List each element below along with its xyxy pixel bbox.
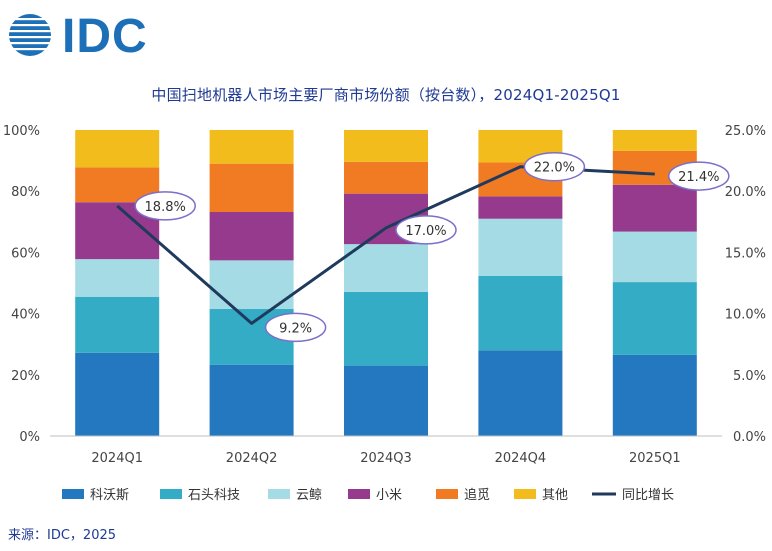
y-right-tick-label: 15.0% xyxy=(725,246,766,261)
growth-label-bubble xyxy=(264,312,327,343)
x-tick-label: 2024Q3 xyxy=(360,451,412,466)
y-left-tick-label: 60% xyxy=(11,246,40,261)
bar-segment xyxy=(209,364,294,436)
bar-segment xyxy=(344,291,428,366)
globe-mark xyxy=(6,14,56,56)
legend-swatch xyxy=(436,489,458,499)
y-left-tick-label: 100% xyxy=(3,124,40,139)
growth-data-label: 18.8% xyxy=(145,200,186,215)
bar-segment xyxy=(344,244,428,292)
growth-data-label: 17.0% xyxy=(405,224,446,239)
legend-swatch xyxy=(62,489,84,499)
source-note: 来源：IDC，2025 xyxy=(8,528,117,543)
legend-swatch xyxy=(160,489,182,499)
legend-label: 云鲸 xyxy=(296,488,322,503)
bar-segment xyxy=(209,130,294,164)
bar-segment xyxy=(478,218,563,276)
legend-label: 小米 xyxy=(376,488,402,503)
bar-segment xyxy=(344,161,428,194)
bar-segment xyxy=(344,130,428,162)
bar-segment xyxy=(75,296,160,353)
y-right-tick-label: 25.0% xyxy=(725,124,766,139)
y-left-tick-label: 20% xyxy=(11,369,40,384)
y-right-tick-label: 20.0% xyxy=(725,185,766,200)
bar-segment xyxy=(478,275,563,351)
legend-label: 石头科技 xyxy=(188,488,240,503)
growth-label-bubble xyxy=(134,191,196,221)
legend-label: 其他 xyxy=(542,488,568,503)
growth-label-bubble xyxy=(668,161,730,191)
y-left-tick-label: 40% xyxy=(11,308,40,323)
y-left-tick-label: 0% xyxy=(19,430,40,445)
bar-segment xyxy=(478,350,563,436)
bar-segment xyxy=(478,196,563,219)
bar-segment xyxy=(612,231,697,283)
legend-swatch xyxy=(514,489,536,499)
bar-segment xyxy=(612,184,697,232)
growth-label-bubble xyxy=(395,215,457,245)
bar-segment xyxy=(209,212,294,261)
bar-segment xyxy=(612,354,697,436)
y-right-tick-label: 0.0% xyxy=(733,430,766,445)
bar-segment xyxy=(75,259,160,297)
idc-logo: IDC xyxy=(6,4,166,66)
bar-segment xyxy=(75,130,160,168)
x-tick-label: 2024Q2 xyxy=(226,451,278,466)
bar-segment xyxy=(344,365,428,436)
x-tick-label: 2024Q1 xyxy=(91,451,143,466)
growth-data-label: 9.2% xyxy=(279,321,312,336)
y-right-tick-label: 10.0% xyxy=(725,308,766,323)
growth-data-label: 22.0% xyxy=(534,161,575,176)
growth-data-label: 21.4% xyxy=(678,170,719,185)
legend-swatch xyxy=(348,489,370,499)
legend-label: 同比增长 xyxy=(622,488,674,503)
legend-swatch xyxy=(268,489,290,499)
x-tick-label: 2025Q1 xyxy=(629,451,681,466)
chart-title: 中国扫地机器人市场主要厂商市场份额（按台数），2024Q1-2025Q1 xyxy=(151,86,621,104)
bar-segment xyxy=(75,352,160,436)
bar-segment xyxy=(612,282,697,355)
bar-segment xyxy=(209,163,294,213)
y-left-tick-label: 80% xyxy=(11,185,40,200)
x-tick-label: 2024Q4 xyxy=(495,451,547,466)
idc-logo-text: IDC xyxy=(62,10,148,63)
bar-segment xyxy=(612,130,697,151)
legend-label: 追觅 xyxy=(464,487,490,503)
legend-label: 科沃斯 xyxy=(90,488,129,503)
growth-label-bubble xyxy=(523,151,586,182)
y-right-tick-label: 5.0% xyxy=(733,369,766,384)
